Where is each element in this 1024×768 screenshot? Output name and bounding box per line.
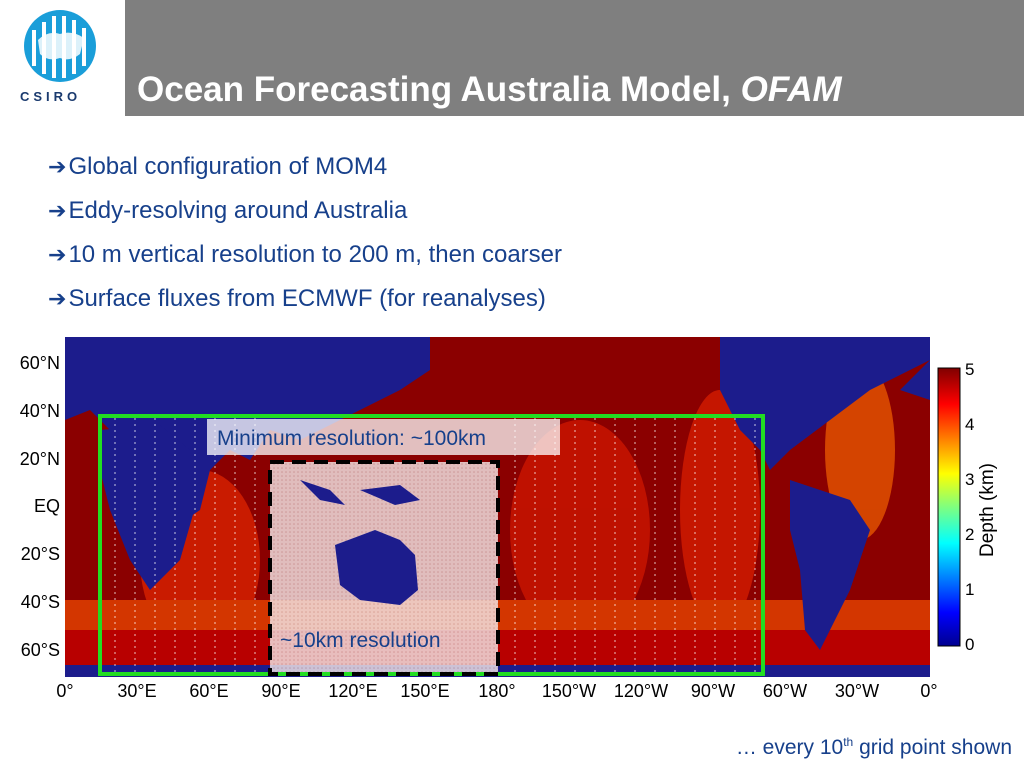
- lon-tick-label: 30°W: [835, 681, 879, 701]
- lat-tick-label: 40°N: [20, 401, 60, 421]
- arrow-icon: ➔: [48, 198, 67, 223]
- lon-tick-label: 150°E: [400, 681, 449, 701]
- slide-title: Ocean Forecasting Australia Model, OFAM: [137, 70, 842, 109]
- colorbar-label: Depth (km): [977, 463, 998, 557]
- lon-tick-label: 120°W: [614, 681, 668, 701]
- lon-tick-label: 60°W: [763, 681, 807, 701]
- logo-text: CSIRO: [20, 89, 82, 104]
- bullet-item: ➔Surface fluxes from ECMWF (for reanalys…: [48, 285, 546, 312]
- lon-tick-label: 0°: [920, 681, 937, 701]
- footer-note: … every 10th grid point shown: [735, 735, 1012, 759]
- colorbar-ticks: 5 4 3 2 1 0: [965, 360, 974, 654]
- bullet-list: ➔Global configuration of MOM4 ➔Eddy-reso…: [48, 150, 562, 326]
- lon-axis: 0° 30°E 60°E 90°E 120°E 150°E 180° 150°W…: [56, 681, 937, 701]
- header: CSIRO Ocean Forecasting Australia Model,…: [0, 0, 1024, 116]
- csiro-logo: CSIRO: [0, 0, 125, 116]
- bathymetry-map: Minimum resolution: ~100km ~10km resolut…: [20, 337, 998, 701]
- lon-tick-label: 120°E: [328, 681, 377, 701]
- lat-tick-label: 20°N: [20, 449, 60, 469]
- arrow-icon: ➔: [48, 286, 67, 311]
- colorbar-tick-label: 1: [965, 580, 974, 599]
- lon-tick-label: 180°: [478, 681, 515, 701]
- lon-tick-label: 60°E: [189, 681, 228, 701]
- csiro-globe-icon: [24, 10, 96, 82]
- ocean-model-map: Minimum resolution: ~100km ~10km resolut…: [0, 330, 1024, 710]
- lat-tick-label: 40°S: [21, 592, 60, 612]
- colorbar-tick-label: 3: [965, 470, 974, 489]
- colorbar-tick-label: 4: [965, 415, 974, 434]
- australia-land: [300, 480, 420, 605]
- annotation-outer-box: [207, 419, 560, 455]
- annotation-outer: Minimum resolution: ~100km: [217, 427, 486, 450]
- bullet-item: ➔Global configuration of MOM4: [48, 153, 388, 180]
- lon-tick-label: 90°W: [691, 681, 735, 701]
- inner-domain-box: [268, 460, 500, 676]
- lon-tick-label: 90°E: [261, 681, 300, 701]
- lon-tick-label: 30°E: [117, 681, 156, 701]
- lat-tick-label: 60°S: [21, 640, 60, 660]
- bullet-item: ➔10 m vertical resolution to 200 m, then…: [48, 241, 563, 268]
- grid-lines: [114, 418, 756, 673]
- colorbar-tick-label: 2: [965, 525, 974, 544]
- arrow-icon: ➔: [48, 242, 67, 267]
- annotation-inner: ~10km resolution: [280, 629, 441, 652]
- lon-tick-label: 0°: [56, 681, 73, 701]
- colorbar-tick-label: 5: [965, 360, 974, 379]
- lat-tick-label: 20°S: [21, 544, 60, 564]
- lat-tick-label: EQ: [34, 496, 60, 516]
- lat-axis: 60°N 40°N 20°N EQ 20°S 40°S 60°S: [20, 353, 60, 660]
- lon-tick-label: 150°W: [542, 681, 596, 701]
- arrow-icon: ➔: [48, 154, 67, 179]
- colorbar-tick-label: 0: [965, 635, 974, 654]
- bullet-item: ➔Eddy-resolving around Australia: [48, 197, 408, 224]
- lat-tick-label: 60°N: [20, 353, 60, 373]
- colorbar: [937, 367, 961, 647]
- title-bar: [125, 0, 1024, 116]
